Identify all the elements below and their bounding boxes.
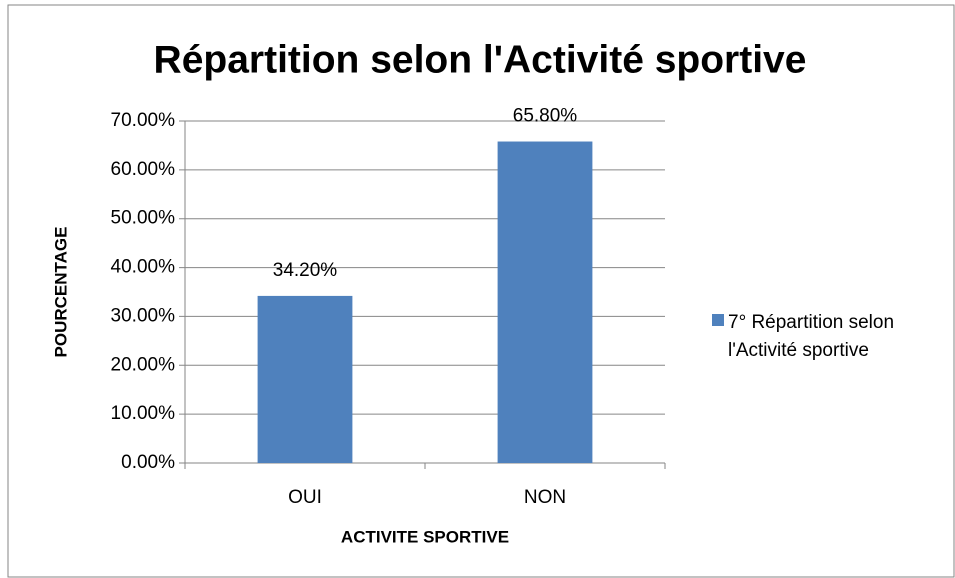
chart-title: Répartition selon l'Activité sportive xyxy=(154,38,807,81)
bar xyxy=(497,141,593,463)
y-axis-title: POURCENTAGE xyxy=(51,227,70,358)
x-tick-label: OUI xyxy=(288,487,322,508)
data-label: 65.80% xyxy=(513,106,578,127)
bar xyxy=(257,295,353,463)
legend-swatch xyxy=(712,314,724,326)
y-tick-label: 40.00% xyxy=(111,257,176,278)
y-tick-label: 30.00% xyxy=(111,305,176,326)
y-tick-label: 10.00% xyxy=(111,403,176,424)
data-label: 34.20% xyxy=(273,260,338,281)
y-tick-label: 20.00% xyxy=(111,354,176,375)
chart-frame xyxy=(7,4,955,578)
y-tick-label: 60.00% xyxy=(111,159,176,180)
x-axis-title: ACTIVITE SPORTIVE xyxy=(341,527,509,546)
legend-label: 7° Répartition selon l'Activité sportive xyxy=(728,312,895,361)
y-tick-label: 50.00% xyxy=(111,208,176,229)
y-tick-label: 0.00% xyxy=(121,452,175,473)
x-tick-label: NON xyxy=(524,487,566,508)
y-tick-label: 70.00% xyxy=(111,110,176,131)
